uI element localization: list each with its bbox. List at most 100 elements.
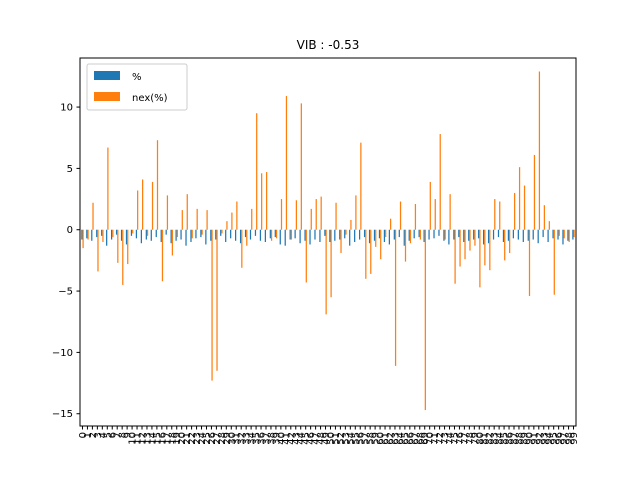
x-tick-label: 72 (435, 432, 446, 445)
x-tick-label: 75 (450, 432, 461, 445)
bar-nex-85 (504, 229, 506, 261)
bar-nex-77 (464, 229, 466, 260)
bar-nex-3 (97, 229, 99, 272)
bar-nex-81 (484, 229, 486, 266)
x-tick-label: 92 (534, 432, 545, 445)
bar-nex-15 (156, 140, 159, 230)
bar-nex-66 (409, 229, 412, 244)
bar-pct-3 (96, 229, 98, 238)
x-tick-label: 20 (177, 432, 188, 445)
legend: % nex(%) (86, 63, 188, 111)
bar-nex-41 (285, 96, 288, 230)
x-tick-label: 42 (286, 432, 297, 445)
x-tick-label: 60 (376, 432, 387, 445)
bar-pct-63 (393, 229, 395, 240)
x-tick-label: 17 (162, 432, 173, 445)
bar-nex-38 (270, 229, 273, 241)
x-tick-label: 18 (167, 432, 178, 445)
x-tick-label: 82 (485, 432, 496, 445)
x-tick-label: 95 (549, 432, 560, 445)
bar-nex-29 (226, 221, 228, 230)
x-tick-label: 15 (152, 432, 163, 445)
bar-nex-78 (469, 229, 471, 251)
x-tick-label: 69 (420, 432, 431, 445)
bar-pct-93 (542, 229, 544, 238)
x-tick-label: 4 (98, 432, 109, 438)
bar-nex-69 (424, 229, 426, 411)
legend-label-nex: nex(%) (132, 93, 168, 104)
bar-nex-98 (568, 229, 570, 242)
bar-nex-67 (414, 203, 417, 230)
x-tick-label: 14 (147, 432, 158, 445)
bar-nex-44 (300, 103, 302, 230)
x-tick-label: 41 (281, 432, 292, 445)
x-tick-label: 98 (564, 432, 575, 445)
x-tick-label: 93 (539, 432, 550, 445)
x-tick-label: 44 (296, 432, 307, 445)
y-tick-label: 10 (60, 103, 73, 114)
bar-nex-56 (360, 142, 362, 230)
bar-nex-55 (355, 195, 357, 230)
bar-pct-73 (443, 229, 445, 241)
bar-pct-61 (383, 229, 386, 242)
x-tick-label: 45 (301, 432, 312, 445)
x-tick-label: 29 (222, 432, 233, 445)
bar-pct-67 (413, 229, 415, 239)
bar-nex-59 (375, 229, 377, 247)
bar-pct-48 (319, 229, 321, 242)
x-tick-label: 1 (83, 432, 94, 438)
bar-nex-51 (335, 202, 337, 230)
x-tick-label: 30 (227, 432, 238, 445)
bar-pct-96 (557, 229, 559, 240)
bar-nex-70 (429, 181, 431, 230)
bar-pct-78 (468, 229, 470, 241)
x-tick-label: 38 (266, 432, 277, 445)
bar-pct-46 (309, 229, 311, 245)
bar-nex-7 (117, 229, 119, 263)
bar-pct-14 (150, 229, 152, 241)
bar-nex-23 (196, 208, 198, 230)
bar-nex-45 (305, 229, 307, 283)
bar-nex-19 (176, 229, 178, 238)
y-tick-label: 5 (67, 164, 73, 175)
bar-pct-16 (160, 229, 162, 242)
bar-nex-64 (399, 201, 402, 230)
x-tick-label: 11 (133, 432, 144, 445)
bar-nex-57 (365, 229, 367, 279)
bar-pct-99 (572, 229, 574, 240)
bar-nex-47 (315, 199, 317, 230)
bar-nex-73 (444, 229, 446, 240)
bar-pct-45 (304, 229, 306, 241)
x-tick-label: 97 (559, 432, 570, 445)
x-tick-label: 48 (316, 432, 327, 445)
x-tick-label: 34 (247, 432, 258, 445)
bar-nex-82 (489, 229, 491, 271)
x-tick-label: 81 (480, 432, 491, 445)
bar-pct-20 (180, 229, 182, 240)
bar-pct-77 (463, 229, 465, 242)
bar-nex-54 (350, 219, 352, 230)
bar-pct-95 (552, 229, 554, 239)
bar-pct-43 (294, 229, 296, 239)
x-tick-label: 96 (554, 432, 565, 445)
bar-nex-4 (102, 229, 104, 242)
x-tick-label: 89 (519, 432, 530, 445)
bar-pct-11 (135, 229, 138, 239)
bar-pct-74 (448, 229, 450, 245)
bar-pct-37 (264, 229, 266, 242)
bar-pct-31 (235, 229, 237, 241)
bar-pct-69 (423, 229, 425, 242)
bar-nex-17 (166, 195, 169, 230)
bar-pct-68 (418, 229, 420, 238)
bar-pct-1 (86, 229, 88, 239)
bar-pct-94 (547, 229, 549, 242)
bar-nex-50 (330, 229, 332, 298)
bar-nex-20 (181, 210, 183, 230)
x-tick-label: 19 (172, 432, 183, 445)
bar-pct-47 (314, 229, 316, 240)
x-tick-label: 68 (415, 432, 426, 445)
y-tick-label: −10 (52, 348, 73, 359)
bar-pct-44 (299, 229, 301, 244)
bar-nex-27 (216, 229, 218, 371)
x-tick-label: 8 (118, 432, 129, 438)
